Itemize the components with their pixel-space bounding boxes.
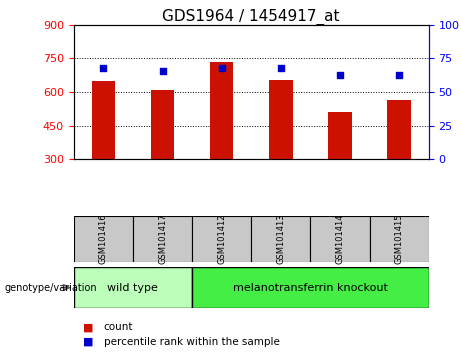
Bar: [310, 216, 370, 262]
Bar: [74, 216, 133, 262]
Text: ■: ■: [83, 337, 94, 347]
Point: [218, 65, 225, 71]
Text: melanotransferrin knockout: melanotransferrin knockout: [233, 282, 388, 293]
Bar: [74, 267, 192, 308]
Text: genotype/variation: genotype/variation: [5, 282, 97, 293]
Bar: [251, 216, 310, 262]
Point: [336, 72, 343, 78]
Text: GSM101414: GSM101414: [336, 214, 344, 264]
Text: count: count: [104, 322, 133, 332]
Point: [100, 65, 107, 71]
Text: GSM101417: GSM101417: [158, 213, 167, 264]
Bar: [370, 216, 429, 262]
Point: [396, 72, 403, 78]
Bar: [133, 216, 192, 262]
Bar: [269, 80, 293, 159]
Title: GDS1964 / 1454917_at: GDS1964 / 1454917_at: [162, 8, 340, 25]
Text: percentile rank within the sample: percentile rank within the sample: [104, 337, 280, 347]
Bar: [328, 112, 352, 159]
Bar: [91, 81, 115, 159]
Bar: [210, 62, 233, 159]
Text: GSM101416: GSM101416: [99, 213, 108, 264]
Text: GSM101415: GSM101415: [395, 214, 404, 264]
Bar: [192, 267, 429, 308]
Point: [159, 68, 166, 73]
Bar: [387, 100, 411, 159]
Point: [277, 65, 284, 71]
Bar: [192, 216, 251, 262]
Text: ■: ■: [83, 322, 94, 332]
Text: GSM101412: GSM101412: [217, 214, 226, 264]
Bar: [151, 90, 174, 159]
Text: GSM101413: GSM101413: [276, 213, 285, 264]
Text: wild type: wild type: [107, 282, 159, 293]
